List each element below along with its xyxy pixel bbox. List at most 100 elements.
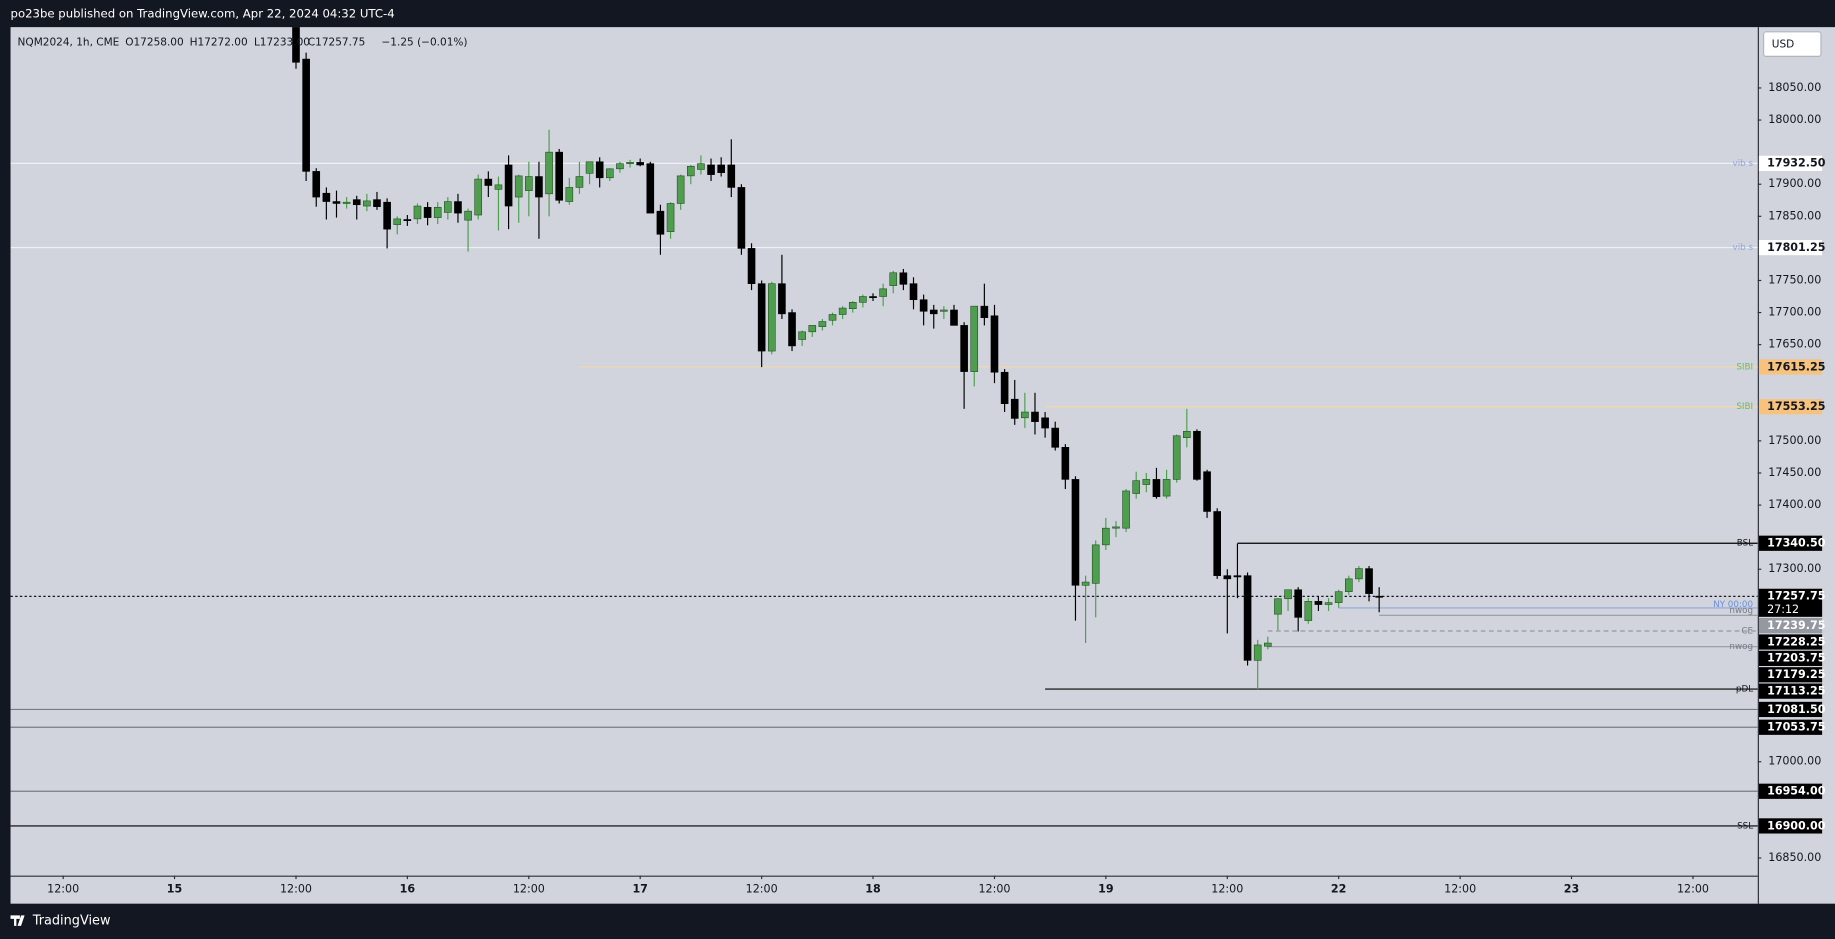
candle-body [383,201,391,230]
price-label: 17615.25 [1767,360,1825,373]
candle-body [1213,511,1221,576]
candle-body [697,163,705,170]
candle-body [707,164,715,175]
legend-value: L17233.00 [254,36,310,48]
level-tag: nwog [1729,606,1753,616]
level-tag: vib s [1733,243,1754,253]
candle-body [545,151,553,195]
y-tick-label: 17300.00 [1768,562,1821,575]
candle-body [1132,480,1141,494]
price-label: 16900.00 [1767,819,1826,832]
y-tick-label: 18000.00 [1768,113,1821,126]
candle-body [1365,568,1373,594]
candle-body [1304,601,1313,621]
level-tag: vib s [1733,159,1754,169]
candle-body [575,176,584,188]
legend-value: O17258.00 [125,36,183,48]
candle-body [747,248,756,284]
x-tick-label: 12:00 [746,883,778,896]
y-tick-label: 17500.00 [1768,434,1821,447]
candle-body [1031,411,1039,422]
candle-body [1021,411,1029,419]
x-tick-label: 12:00 [1677,883,1709,896]
currency-button-label[interactable]: USD [1772,39,1794,51]
candle-body [1000,371,1009,404]
candle-body [1122,490,1130,529]
candle-body [1061,447,1070,480]
level-tag: CE [1741,627,1753,637]
logo-icon [10,915,25,926]
candle-body [767,283,776,352]
candle-body [555,151,564,201]
candle-body [919,299,928,312]
candle-body [565,187,574,202]
candle-body [828,314,837,321]
candle-body [1223,575,1232,580]
candle-body [1233,575,1242,578]
price-label-box [1758,719,1823,735]
price-label: 17113.25 [1767,684,1825,697]
candle-body [535,176,543,198]
x-tick-label: 22 [1331,883,1346,896]
candle-body [1264,642,1272,647]
footer-brand: TradingView [32,914,111,929]
candle-body [636,162,644,166]
currency-button[interactable] [1763,31,1822,57]
y-tick-label: 17700.00 [1768,306,1821,319]
candle-body [433,207,442,218]
price-label: 17081.50 [1767,703,1826,716]
price-label-box [1758,239,1823,256]
candle-body [1071,479,1080,586]
candle-body [525,176,533,191]
x-tick-label: 23 [1564,883,1579,896]
level-tag: SIBI [1736,402,1753,412]
candle-body [1152,479,1161,498]
header-text: po23be published on TradingView.com, Apr… [11,7,395,21]
candle-body [363,200,371,207]
x-tick-label: 12:00 [47,883,79,896]
price-label: 17239.75 [1767,619,1825,632]
candle-body [1142,479,1151,485]
candle-body [1162,479,1171,497]
footer-logo [10,915,25,926]
x-tick-label: 12:00 [1444,883,1476,896]
candle-body [950,309,958,326]
y-tick-label: 16850.00 [1768,851,1821,864]
candle-body [332,201,341,204]
candle-body [757,283,766,352]
price-label-box [1758,650,1823,666]
candle-body [1274,598,1282,615]
candle-body [1102,527,1110,546]
price-label: 17553.25 [1767,400,1825,413]
candle-body [494,184,503,190]
candle-body [788,312,796,347]
x-tick-label: 15 [167,883,182,896]
candle-body [292,27,300,63]
price-label-box [1758,818,1823,834]
countdown: 27:12 [1767,603,1799,616]
candle-body [484,178,493,186]
candle-body [666,203,675,232]
candle-body [585,161,594,174]
candle-body [1203,471,1211,512]
candle-body [413,205,422,220]
candle-body [1344,578,1353,592]
y-tick-label: 17750.00 [1768,273,1821,286]
candle-body [1243,575,1252,661]
candle-body [1010,398,1019,419]
price-label: 17179.25 [1767,668,1825,681]
price-label: 17340.50 [1767,537,1826,550]
candle-body [1284,589,1292,600]
y-tick-label: 17900.00 [1768,177,1821,190]
candle-body [676,175,685,204]
y-tick-label: 17400.00 [1768,498,1821,511]
candle-body [464,210,472,221]
price-label-box [1758,634,1823,650]
candle-body [909,283,918,301]
candle-body [798,331,806,340]
candle-body [1051,427,1060,448]
candle-body [737,187,746,249]
candle-body [1355,568,1363,580]
price-label: 17228.25 [1767,635,1825,648]
